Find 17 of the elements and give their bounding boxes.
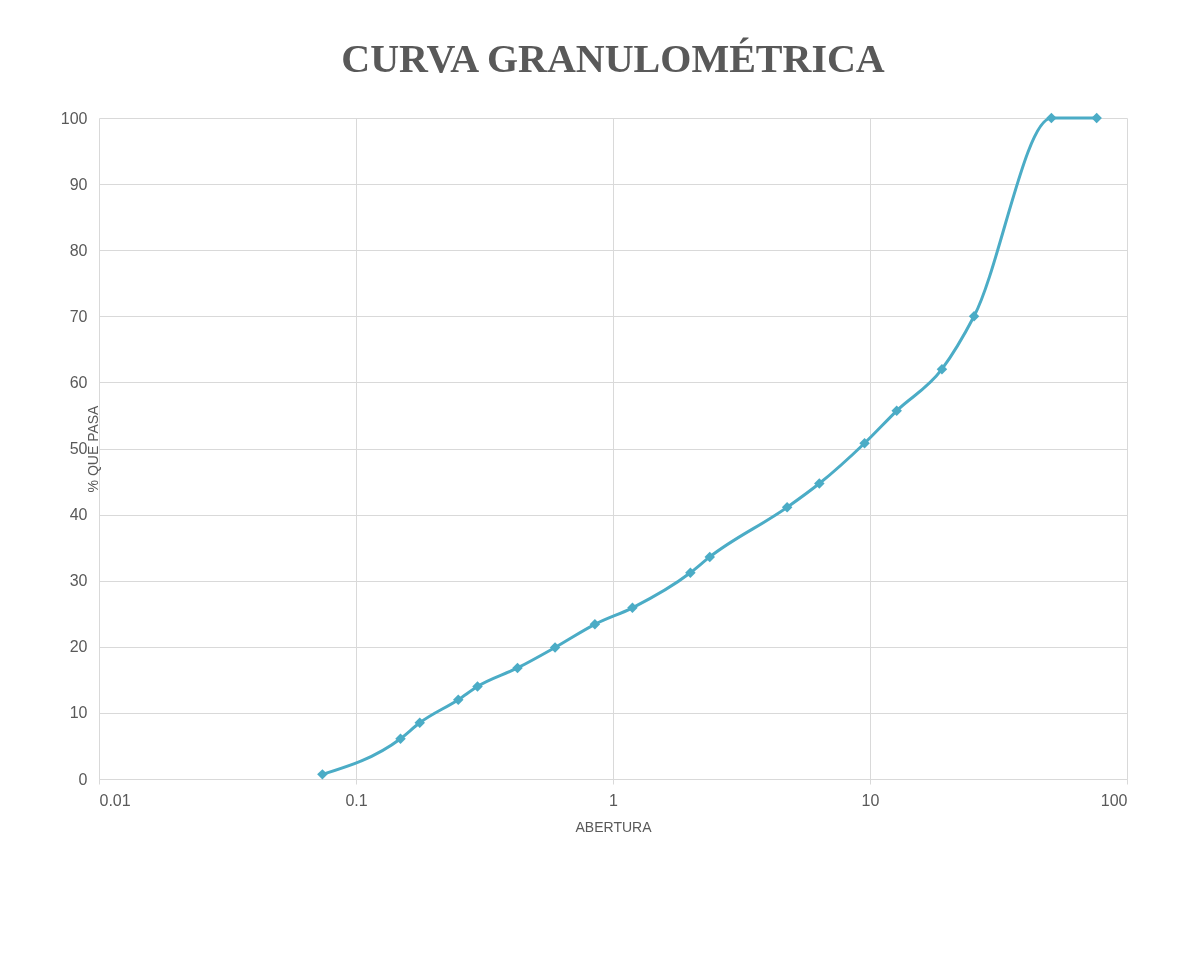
y-tick-label: 80 <box>69 241 88 259</box>
x-tick-label: 0.01 <box>99 791 131 809</box>
y-tick-label: 100 <box>60 109 88 127</box>
x-tick-label: 100 <box>1100 791 1128 809</box>
chart-title: CURVA GRANULOMÉTRICA <box>341 36 885 81</box>
y-tick-label: 90 <box>69 175 88 193</box>
y-tick-label: 60 <box>69 373 88 391</box>
x-tick-label: 0.1 <box>345 791 368 809</box>
y-tick-label: 20 <box>69 638 88 656</box>
y-tick-label: 0 <box>78 770 88 788</box>
x-tick-label: 10 <box>861 791 880 809</box>
x-axis-title: ABERTURA <box>575 818 653 835</box>
y-tick-label: 40 <box>69 506 88 524</box>
y-tick-label: 10 <box>69 704 88 722</box>
x-tick-label: 1 <box>609 791 619 809</box>
y-tick-label: 70 <box>69 307 88 325</box>
y-tick-label: 30 <box>69 572 88 590</box>
